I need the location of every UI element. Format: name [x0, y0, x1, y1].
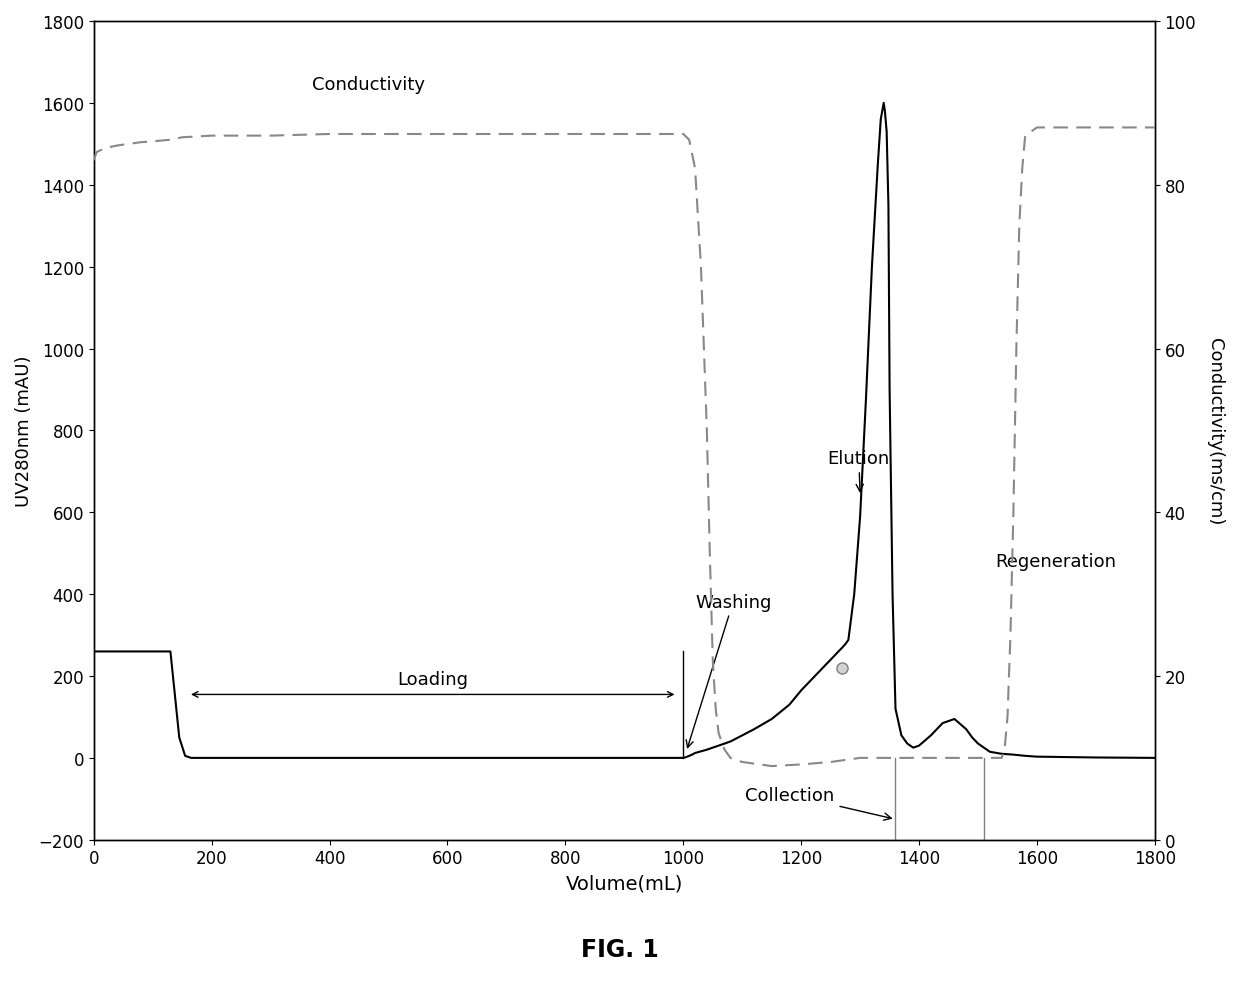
- Text: Loading: Loading: [398, 670, 468, 688]
- Text: Collection: Collection: [745, 786, 891, 820]
- Text: Elution: Elution: [828, 450, 890, 492]
- Text: Conductivity: Conductivity: [312, 76, 425, 94]
- Y-axis label: UV280nm (mAU): UV280nm (mAU): [15, 355, 33, 507]
- Text: FIG. 1: FIG. 1: [581, 938, 658, 961]
- Text: Washing: Washing: [686, 593, 772, 747]
- Text: Regeneration: Regeneration: [996, 553, 1116, 571]
- Y-axis label: Conductivity(ms/cm): Conductivity(ms/cm): [1206, 337, 1224, 525]
- X-axis label: Volume(mL): Volume(mL): [566, 874, 683, 892]
